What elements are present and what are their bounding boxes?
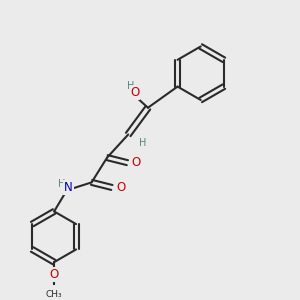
- Text: H: H: [58, 179, 65, 189]
- Text: H: H: [139, 138, 146, 148]
- Text: O: O: [50, 268, 59, 281]
- Text: O: O: [116, 181, 125, 194]
- Text: CH₃: CH₃: [46, 290, 62, 299]
- Text: O: O: [130, 86, 139, 99]
- Text: H: H: [128, 81, 135, 91]
- Text: N: N: [64, 181, 73, 194]
- Text: O: O: [132, 156, 141, 169]
